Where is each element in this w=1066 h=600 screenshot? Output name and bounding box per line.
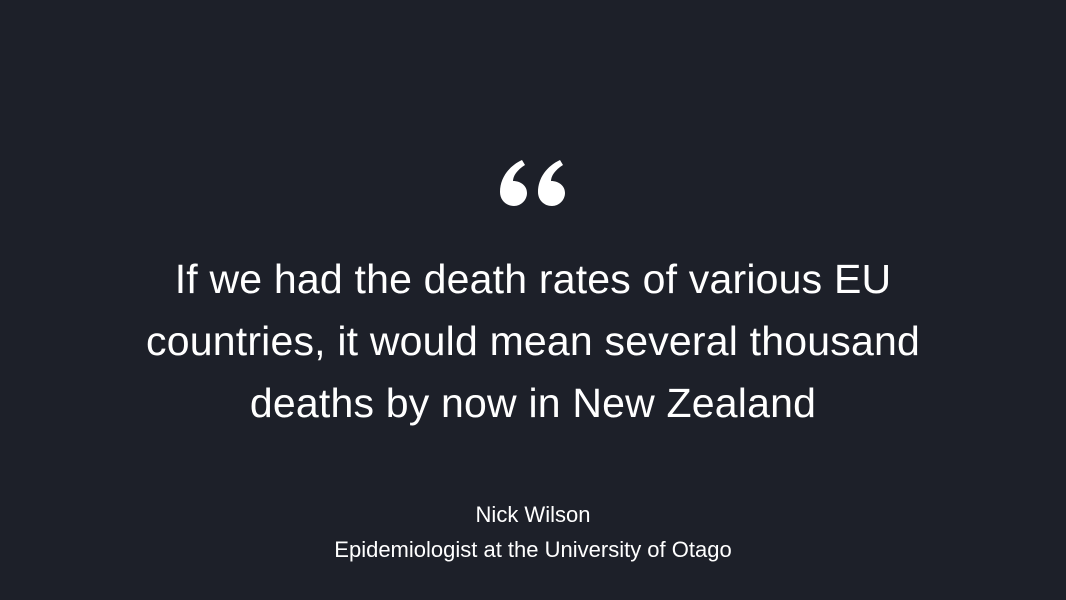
- author-role: Epidemiologist at the University of Otag…: [334, 537, 732, 562]
- author-name: Nick Wilson: [475, 502, 591, 527]
- quote-open-icon: [500, 160, 565, 206]
- quote-text: If we had the death rates of various EU …: [146, 256, 920, 426]
